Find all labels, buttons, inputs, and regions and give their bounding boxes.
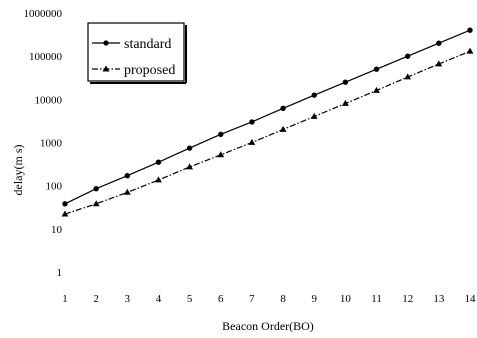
x-tick-label: 1 [62, 293, 68, 305]
data-point-standard [93, 186, 99, 192]
y-tick-label: 10000 [35, 94, 63, 106]
data-point-proposed [404, 73, 412, 80]
data-point-standard [373, 66, 380, 72]
x-tick-label: 2 [93, 293, 99, 305]
data-point-standard [62, 201, 68, 207]
data-point-proposed [61, 210, 69, 217]
x-tick-label: 5 [187, 293, 193, 305]
y-axis-label: delay(m s) [11, 145, 25, 196]
y-tick-label: 1000 [40, 138, 63, 150]
data-point-proposed [342, 99, 349, 106]
x-tick-label: 13 [433, 293, 445, 305]
x-tick-label: 6 [218, 293, 224, 305]
y-tick-label: 100 [46, 181, 63, 193]
x-tick-label: 12 [402, 293, 413, 305]
y-tick-label: 1 [57, 267, 63, 279]
data-point-standard [218, 131, 224, 137]
x-tick-label: 10 [340, 293, 352, 305]
data-point-standard [280, 105, 286, 111]
y-axis-ticks: 1 10 100 1000 10000 100000 1000000 [24, 8, 63, 279]
y-tick-label: 10 [51, 224, 63, 236]
y-tick-label: 100000 [29, 51, 63, 63]
data-point-standard [155, 159, 162, 165]
data-point-proposed [248, 138, 256, 145]
data-point-proposed [123, 188, 131, 195]
data-point-proposed [373, 86, 380, 93]
legend-marker-standard [103, 40, 109, 46]
data-point-standard [311, 92, 317, 98]
data-point-standard [467, 27, 473, 33]
y-tick-label: 1000000 [24, 8, 63, 20]
x-tick-label: 9 [311, 293, 317, 305]
data-point-standard [249, 119, 255, 125]
series-layer [61, 27, 474, 217]
data-point-proposed [186, 163, 193, 170]
x-tick-label: 4 [156, 293, 162, 305]
data-point-proposed [435, 60, 443, 67]
x-axis-ticks: 1 2 3 4 5 6 7 8 9 10 11 12 13 14 [62, 293, 476, 305]
data-point-proposed [217, 151, 225, 158]
data-point-proposed [279, 125, 287, 132]
legend-label-proposed: proposed [124, 63, 175, 78]
data-point-standard [342, 79, 349, 85]
x-tick-label: 11 [371, 293, 382, 305]
data-point-standard [186, 145, 193, 151]
data-point-standard [124, 173, 131, 179]
data-point-proposed [310, 112, 318, 119]
series-line-proposed [64, 50, 471, 215]
data-point-standard [404, 53, 411, 59]
series-line-standard [64, 29, 471, 205]
x-tick-label: 3 [125, 293, 131, 305]
x-axis-label: Beacon Order(BO) [222, 319, 314, 333]
x-tick-label: 8 [280, 293, 286, 305]
legend: standard proposed [87, 22, 187, 84]
data-point-standard [436, 40, 442, 46]
data-point-proposed [466, 47, 474, 54]
data-point-proposed [92, 200, 100, 207]
legend-marker-proposed [102, 65, 110, 72]
x-tick-label: 7 [249, 293, 255, 305]
x-tick-label: 14 [465, 293, 477, 305]
data-point-proposed [155, 176, 162, 183]
legend-label-standard: standard [124, 37, 171, 52]
